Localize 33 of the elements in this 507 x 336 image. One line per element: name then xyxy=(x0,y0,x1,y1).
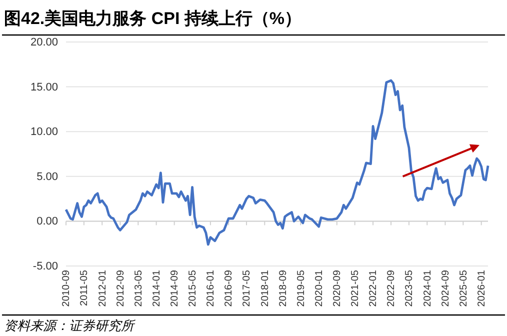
x-tick-label: 2012-01 xyxy=(97,270,108,307)
x-tick-label: 2020-01 xyxy=(314,270,325,307)
y-tick-label: 0.00 xyxy=(36,216,58,228)
x-tick-label: 2011-05 xyxy=(79,270,90,306)
y-tick-label: 5.00 xyxy=(36,170,58,183)
line-series xyxy=(64,79,490,246)
x-tick-label: 2014-01 xyxy=(152,270,163,307)
x-tick-label: 2025-05 xyxy=(458,270,470,307)
x-tick-label: 2021-05 xyxy=(350,270,362,307)
x-tick-label: 2026-01 xyxy=(476,270,488,307)
x-tick-label: 2023-05 xyxy=(404,270,416,307)
text: 资料来源：证券研究所 xyxy=(4,318,136,333)
x-tick-label: 2012-09 xyxy=(115,270,126,307)
x-tick-label: 2022-09 xyxy=(386,270,398,307)
y-tick-label: 10.00 xyxy=(30,126,58,138)
x-tick-label: 2018-09 xyxy=(278,270,289,307)
x-tick-label: 2010-09 xyxy=(61,270,72,307)
x-tick-label: 2024-01 xyxy=(422,270,434,307)
x-tick-label: 2020-09 xyxy=(332,270,344,307)
x-tick-label: 2015-05 xyxy=(187,270,198,307)
x-tick-label: 2013-05 xyxy=(133,270,144,307)
x-tick-label: 2016-09 xyxy=(224,270,235,307)
y-tick-label: 15.00 xyxy=(30,81,58,94)
x-tick-label: 2016-01 xyxy=(206,270,217,307)
x-tick-label: 2018-01 xyxy=(260,270,271,307)
y-tick-label: -5.00 xyxy=(32,260,58,273)
x-tick-label: 2024-09 xyxy=(440,270,452,307)
y-tick-label: 20.00 xyxy=(30,36,58,49)
x-tick-label: 2017-05 xyxy=(242,270,253,307)
chart-title: 图42.美国电力服务 CPI 持续上行（%） xyxy=(4,9,302,28)
x-tick-label: 2022-01 xyxy=(368,270,380,307)
x-tick-label: 2019-05 xyxy=(296,270,307,307)
x-tick-label: 2014-09 xyxy=(170,270,181,307)
